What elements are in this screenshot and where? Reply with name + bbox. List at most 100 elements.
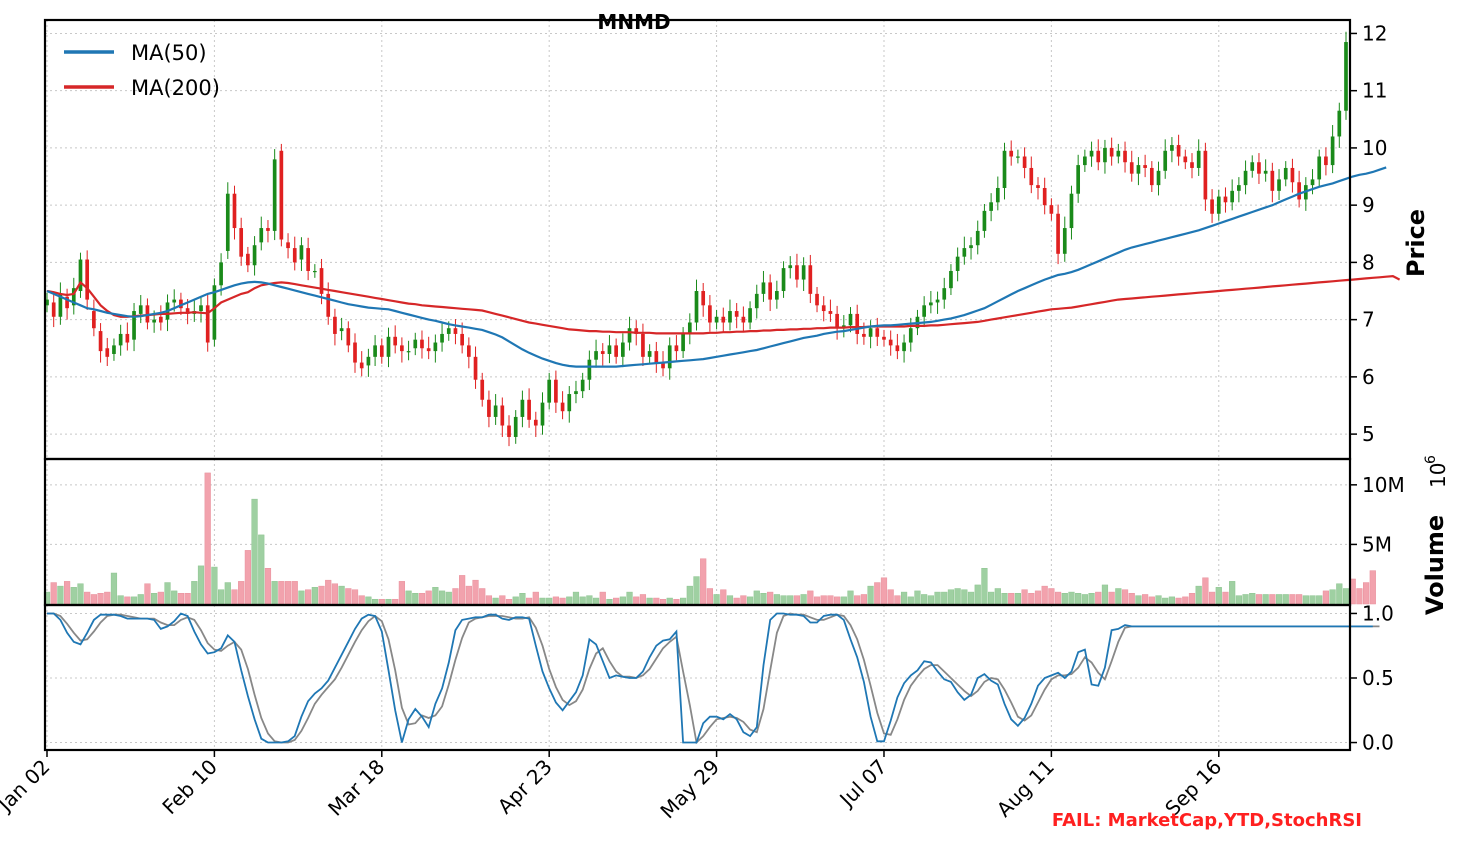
- candle-138: [969, 237, 973, 260]
- volume-bar-132: [927, 595, 934, 605]
- volume-bar-69: [505, 598, 513, 605]
- candle-body-61: [453, 328, 458, 334]
- candle-body-29: [239, 228, 244, 257]
- candle-body-46: [353, 342, 357, 363]
- candle-44: [339, 317, 344, 341]
- candle-69: [507, 415, 511, 447]
- candle-body-6: [85, 259, 90, 300]
- candle-106: [754, 284, 759, 319]
- candle-61: [453, 319, 458, 345]
- candle-49: [373, 335, 377, 366]
- candle-52: [393, 325, 398, 354]
- candle-147: [1029, 156, 1034, 194]
- candle-152: [1062, 216, 1067, 262]
- candle-body-182: [1263, 170, 1268, 174]
- candle-34: [272, 149, 277, 241]
- candle-body-38: [299, 245, 304, 260]
- candle-body-174: [1210, 199, 1214, 214]
- candle-132: [929, 291, 933, 314]
- candle-body-78: [567, 394, 572, 412]
- candle-body-160: [1116, 150, 1121, 157]
- candle-9: [105, 337, 110, 366]
- candle-body-193: [1337, 110, 1342, 137]
- candle-body-53: [400, 345, 404, 352]
- candle-body-180: [1250, 162, 1255, 171]
- volume-bar-3: [63, 581, 71, 605]
- candle-89: [641, 323, 645, 366]
- volume-bar-115: [813, 596, 821, 605]
- candle-25: [212, 278, 217, 347]
- candle-body-190: [1317, 156, 1322, 180]
- candle-body-50: [379, 345, 384, 357]
- candle-156: [1089, 141, 1094, 167]
- candle-body-183: [1270, 170, 1275, 191]
- volume-bar-22: [191, 581, 198, 605]
- candle-body-170: [1183, 156, 1188, 163]
- candle-8: [98, 323, 103, 363]
- candle-38: [299, 237, 304, 271]
- x-tick-label-2: Mar 18: [323, 755, 389, 821]
- volume-bar-151: [1054, 591, 1062, 605]
- candle-87: [627, 316, 632, 351]
- candle-170: [1183, 149, 1188, 170]
- candle-123: [868, 320, 873, 349]
- volume-bar-72: [526, 597, 533, 605]
- candle-117: [828, 299, 833, 322]
- volume-bar-91: [653, 597, 660, 605]
- x-tick-label-6: Aug 11: [992, 755, 1059, 822]
- candle-74: [540, 392, 545, 435]
- candle-81: [587, 350, 592, 391]
- candle-body-0: [45, 299, 49, 306]
- candle-body-5: [78, 259, 83, 292]
- volume-bar-17: [157, 591, 164, 605]
- candle-126: [888, 330, 893, 356]
- volume-bar-149: [1041, 585, 1048, 605]
- candle-167: [1163, 139, 1168, 179]
- candle-body-15: [145, 305, 150, 323]
- volume-exponent-base: 10: [1426, 463, 1450, 488]
- x-tick-label-4: May 29: [655, 755, 724, 824]
- volume-bar-86: [619, 596, 626, 605]
- candle-body-43: [333, 316, 337, 334]
- candle-body-184: [1277, 179, 1281, 191]
- candle-body-44: [339, 328, 344, 332]
- volume-bar-38: [298, 590, 305, 605]
- candle-body-16: [152, 319, 156, 323]
- candle-193: [1337, 102, 1342, 148]
- volume-bar-119: [840, 596, 847, 605]
- candle-body-67: [493, 405, 498, 417]
- candle-body-126: [888, 339, 893, 346]
- candle-body-179: [1243, 170, 1248, 186]
- candle-body-83: [600, 351, 605, 354]
- volume-bar-97: [693, 576, 700, 605]
- candle-body-102: [728, 311, 732, 323]
- candle-body-55: [413, 339, 418, 349]
- x-tick-label-1: Feb 10: [157, 755, 222, 820]
- candle-body-3: [65, 296, 69, 309]
- volume-bar-134: [941, 591, 948, 605]
- x-tick-label-5: Jul 07: [834, 755, 892, 813]
- volume-bar-47: [358, 595, 365, 605]
- volume-bar-26: [217, 589, 225, 605]
- candle-62: [460, 322, 464, 354]
- candle-body-154: [1076, 165, 1081, 194]
- candle-body-109: [775, 291, 779, 300]
- candle-43: [333, 308, 337, 346]
- volume-bar-148: [1034, 590, 1042, 605]
- candle-body-139: [975, 230, 980, 246]
- volume-bar-51: [385, 598, 392, 605]
- candle-179: [1243, 160, 1248, 195]
- volume-bar-20: [177, 593, 185, 605]
- candle-115: [815, 287, 819, 313]
- candle-body-117: [828, 311, 833, 314]
- volume-bar-92: [659, 598, 667, 605]
- candle-148: [1036, 177, 1040, 200]
- candle-171: [1190, 153, 1194, 179]
- volume-bar-80: [579, 596, 586, 605]
- candle-3: [65, 288, 69, 320]
- volume-bar-166: [1155, 595, 1162, 605]
- volume-bar-188: [1302, 595, 1309, 605]
- legend-ma50-label: MA(50): [131, 41, 207, 65]
- chart-title: MNMD: [597, 10, 670, 34]
- candle-125: [882, 329, 886, 347]
